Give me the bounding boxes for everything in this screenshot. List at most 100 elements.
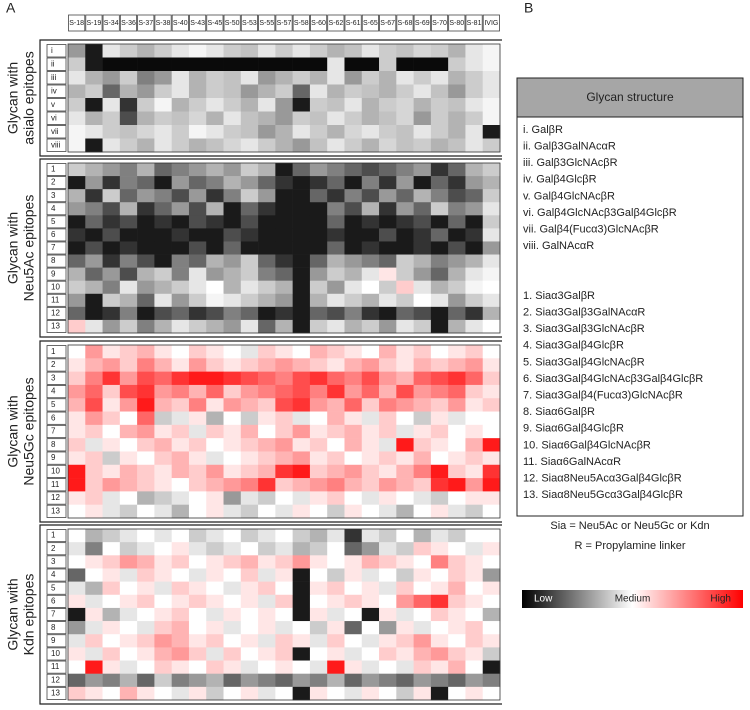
heatmap-cell (171, 189, 190, 203)
legend-item: 6. Siaα3Galβ4GlcNAcβ3Galβ4GlcβR (523, 373, 703, 385)
row-label: vii (51, 127, 59, 136)
heatmap-cell (137, 138, 155, 153)
heatmap-cell (68, 594, 86, 609)
heatmap-cell (85, 319, 103, 334)
row-label: 13 (51, 689, 60, 698)
panel-title: Glycan with (5, 62, 21, 134)
heatmap-cell (240, 686, 259, 701)
heatmap-cell (154, 438, 172, 452)
heatmap-cell (430, 491, 449, 505)
heatmap-cell (119, 84, 138, 99)
heatmap-cell (102, 438, 121, 452)
heatmap-cell (223, 44, 242, 58)
heatmap-cell (482, 424, 501, 439)
heatmap-cell (223, 241, 242, 255)
heatmap-cell (119, 44, 138, 58)
heatmap-cell (344, 202, 363, 216)
heatmap-cell (206, 138, 224, 153)
heatmap-cell (275, 125, 293, 139)
heatmap-cell (465, 215, 484, 229)
heatmap-cell (292, 293, 311, 308)
panel-title: Neu5Gc epitopes (21, 377, 37, 485)
heatmap-cell (465, 529, 484, 543)
heatmap-cell (292, 478, 311, 492)
heatmap-cell (413, 176, 432, 190)
heatmap-cell (413, 568, 432, 582)
heatmap-cell (275, 621, 293, 635)
heatmap-cell (344, 384, 363, 399)
heatmap-cell (240, 555, 259, 569)
heatmap-cell (344, 660, 363, 674)
heatmap-cell (327, 581, 345, 596)
heatmap-cell (188, 267, 207, 281)
heatmap-cell (188, 293, 207, 308)
heatmap-cell (396, 621, 414, 635)
panel-title: Glycan with (5, 212, 21, 284)
heatmap-cell (292, 647, 311, 661)
heatmap-cell (206, 673, 224, 688)
heatmap-cell (119, 607, 138, 622)
heatmap-cell (240, 371, 259, 386)
heatmap-cell (396, 215, 414, 229)
heatmap-cell (206, 529, 224, 543)
heatmap-cell (137, 621, 155, 635)
heatmap-cell (413, 228, 432, 242)
heatmap-cell (465, 44, 484, 58)
heatmap-cell (292, 228, 311, 242)
legend-item: 1. Siaα3GalβR (523, 290, 595, 302)
heatmap-cell (344, 411, 363, 426)
heatmap-cell (137, 438, 155, 452)
row-label: 8 (51, 256, 56, 265)
heatmap-cell (240, 542, 259, 556)
heatmap-cell (465, 555, 484, 569)
heatmap-cell (413, 57, 432, 72)
heatmap-cell (188, 228, 207, 242)
heatmap-cell (396, 189, 414, 203)
heatmap-cell (275, 71, 293, 85)
heatmap-cell (119, 451, 138, 466)
column-header-box (430, 14, 449, 32)
panel-bracket (39, 39, 502, 157)
heatmap-cell (188, 254, 207, 268)
column-header-box (327, 14, 345, 32)
legend-item: vi. Galβ4GlcNAcβ3Galβ4GlcβR (523, 207, 677, 219)
heatmap-cell (327, 215, 345, 229)
row-label-box (46, 306, 67, 320)
heatmap-cell (396, 504, 414, 519)
heatmap-cell (119, 491, 138, 505)
heatmap-cell (327, 398, 345, 412)
heatmap-cell (465, 504, 484, 519)
heatmap-cell (119, 280, 138, 295)
heatmap-cell (361, 280, 380, 295)
legend-item: 5. Siaα3Galβ4GlcNAcβR (523, 356, 645, 368)
heatmap-cell (309, 44, 328, 58)
heatmap-cell (258, 358, 276, 372)
heatmap-cell (430, 607, 449, 622)
heatmap-cell (448, 621, 466, 635)
heatmap-cell (206, 411, 224, 426)
heatmap-cell (309, 345, 328, 359)
heatmap-cell (482, 215, 501, 229)
heatmap-cell (361, 491, 380, 505)
legend-item: viii. GalNAcαR (523, 240, 594, 252)
heatmap-cell (275, 358, 293, 372)
heatmap-cell (240, 424, 259, 439)
heatmap-cell (119, 57, 138, 72)
heatmap-cell (379, 555, 397, 569)
heatmap-cell (482, 267, 501, 281)
heatmap-cell (413, 660, 432, 674)
row-label-box (46, 254, 67, 268)
heatmap-cell (448, 267, 466, 281)
heatmap-cell (309, 647, 328, 661)
heatmap-cell (309, 71, 328, 85)
row-label-box (46, 594, 67, 608)
heatmap-cell (154, 673, 172, 688)
heatmap-cell (258, 138, 276, 153)
heatmap-cell (292, 189, 311, 203)
heatmap-cell (448, 319, 466, 334)
heatmap-cell (171, 673, 190, 688)
heatmap-cell (154, 686, 172, 701)
heatmap-cell (137, 202, 155, 216)
heatmap-cell (448, 568, 466, 582)
row-label-box (46, 568, 67, 582)
